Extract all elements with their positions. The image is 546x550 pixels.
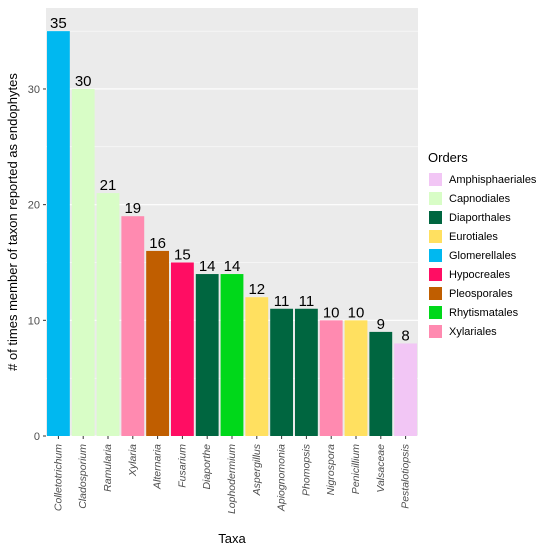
legend-swatch [428, 248, 443, 263]
bar-value-label: 11 [274, 293, 290, 310]
value-labels: 35 30 21 19 16 15 14 14 12 11 11 10 10 98 [50, 15, 410, 344]
bar-value-label: 10 [323, 304, 340, 321]
bar-value-label: 35 [50, 15, 67, 32]
x-tick-label: Xylaria [127, 444, 139, 477]
bar-value-label: 12 [248, 281, 265, 298]
legend-swatch [428, 286, 443, 301]
legend-item: Glomerellales [428, 247, 536, 264]
bar-value-label: 21 [100, 177, 117, 194]
legend-item: Eurotiales [428, 228, 536, 245]
x-tick-label: Penicillium [350, 444, 362, 494]
bar-value-label: 8 [401, 327, 409, 344]
bar [220, 274, 244, 436]
legend-label: Xylariales [449, 325, 497, 338]
bar-value-label: 30 [75, 73, 92, 90]
y-tick-label: 0 [34, 431, 40, 443]
legend-swatch [428, 210, 443, 225]
legend-label: Rhytismatales [449, 306, 519, 319]
bar-value-label: 14 [224, 258, 241, 275]
legend-label: Pleosporales [449, 287, 513, 300]
legend-label: Hypocreales [449, 268, 511, 281]
y-axis-title: # of times member of taxon reported as e… [5, 73, 20, 371]
bars [46, 31, 418, 437]
legend-item: Diaporthales [428, 209, 536, 226]
x-tick-label: Pestalotiopsis [400, 443, 412, 509]
x-tick-label: Nigrospora [325, 444, 337, 496]
x-tick-label: Phomopsis [300, 443, 312, 496]
y-tick-label: 30 [28, 84, 40, 96]
y-tick-label: 10 [28, 315, 40, 327]
legend-item: Xylariales [428, 323, 536, 340]
legend-swatch [428, 191, 443, 206]
bar-value-label: 14 [199, 258, 216, 275]
legend-swatch [428, 267, 443, 282]
x-tick-label: Cladosporium [77, 444, 89, 509]
legend-label: Amphisphaeriales [449, 173, 537, 186]
legend-swatch [428, 172, 443, 187]
bar [394, 343, 418, 436]
bar [71, 88, 95, 437]
bar-value-label: 10 [348, 304, 365, 321]
legend-swatch [428, 324, 443, 339]
x-tick-label: Alternaria [152, 444, 164, 490]
legend-title: Orders [428, 150, 468, 165]
legend-label: Eurotiales [449, 230, 498, 243]
bar [270, 308, 294, 436]
legend-item: Pleosporales [428, 285, 536, 302]
y-axis-ticks: 0 10 20 30 [28, 84, 46, 443]
bar-value-label: 16 [149, 235, 166, 252]
legend-item: Amphisphaeriales [428, 171, 536, 188]
bar-value-label: 11 [299, 293, 315, 310]
bar [121, 216, 145, 436]
y-tick-label: 20 [28, 200, 40, 212]
x-axis-ticks: Colletotrichum Cladosporium Ramularia Xylar… [52, 436, 412, 514]
legend-items: Amphisphaeriales Capnodiales Diaporthales E… [428, 171, 536, 340]
legend-swatch [428, 229, 443, 244]
bar-value-label: 15 [174, 246, 191, 263]
bar [96, 193, 120, 436]
bar [46, 31, 70, 437]
bar [195, 274, 219, 436]
legend-item: Capnodiales [428, 190, 536, 207]
bar [170, 262, 194, 436]
bar [344, 320, 368, 436]
x-tick-label: Ramularia [102, 444, 114, 492]
legend-label: Diaporthales [449, 211, 511, 224]
legend-item: Rhytismatales [428, 304, 536, 321]
x-tick-label: Apiognomonia [276, 444, 288, 512]
legend-swatch [428, 305, 443, 320]
x-tick-label: Fusarium [176, 444, 188, 488]
bar-value-label: 19 [124, 200, 141, 217]
x-axis-title: Taxa [218, 531, 246, 546]
x-tick-label: Diaporthe [201, 444, 213, 490]
bar-value-label: 9 [377, 316, 385, 333]
x-tick-label: Colletotrichum [52, 444, 64, 511]
bar [319, 320, 343, 436]
x-tick-label: Valsaceae [375, 444, 387, 493]
legend-item: Hypocreales [428, 266, 536, 283]
x-tick-label: Lophodermium [226, 444, 238, 514]
legend: Orders Amphisphaeriales Capnodiales Diapor… [428, 150, 536, 342]
bar [245, 297, 269, 436]
legend-label: Glomerellales [449, 249, 517, 262]
x-tick-label: Aspergillus [251, 443, 263, 496]
bar [369, 331, 393, 436]
bar [294, 308, 318, 436]
bar [146, 250, 170, 436]
legend-label: Capnodiales [449, 192, 511, 205]
